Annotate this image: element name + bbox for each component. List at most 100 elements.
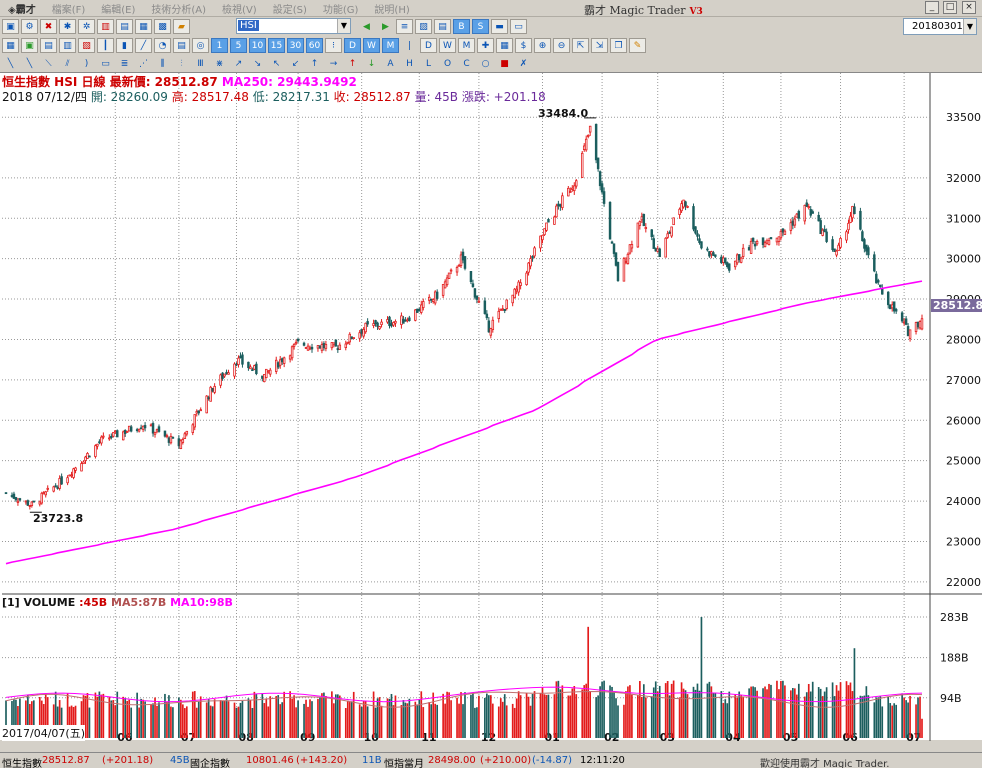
date-select[interactable]: 20180301 ▼ bbox=[903, 18, 977, 35]
volume-bar bbox=[887, 696, 890, 738]
table-grid-icon[interactable]: ▦ bbox=[496, 38, 513, 53]
zoom-out-icon[interactable]: ⊖ bbox=[553, 38, 570, 53]
layout-icon[interactable]: ▤ bbox=[116, 19, 133, 34]
arrow-left-icon[interactable]: ◀ bbox=[363, 21, 370, 32]
speed-icon[interactable]: ⫶ bbox=[180, 58, 183, 69]
pencil-icon[interactable]: ✎ bbox=[629, 38, 646, 53]
time-zone-icon[interactable]: Ⅲ bbox=[197, 58, 204, 69]
cycle-icon[interactable]: ⫼ bbox=[160, 58, 165, 69]
arrow-up-left-icon[interactable]: ↖ bbox=[272, 58, 281, 69]
ray-icon[interactable]: ╲ bbox=[26, 58, 33, 69]
period-30-button[interactable]: 30 bbox=[287, 38, 304, 53]
alert-icon[interactable]: ▧ bbox=[78, 38, 95, 53]
folder-icon[interactable]: ▰ bbox=[173, 19, 190, 34]
fib-icon[interactable]: ≣ bbox=[120, 58, 129, 69]
dollar-icon[interactable]: $ bbox=[515, 38, 532, 53]
period-day-button[interactable]: D bbox=[344, 38, 361, 53]
menu-item-6[interactable]: 說明(H) bbox=[374, 5, 410, 16]
chevron-down-icon[interactable]: ▼ bbox=[337, 19, 350, 33]
volume-bar bbox=[680, 682, 683, 738]
eraser-icon[interactable]: ✗ bbox=[519, 58, 528, 69]
arc-icon[interactable]: ) bbox=[84, 58, 89, 69]
import-icon[interactable]: ⇲ bbox=[591, 38, 608, 53]
menu-item-0[interactable]: 檔案(F) bbox=[51, 5, 86, 16]
channel-icon[interactable]: ⟍ bbox=[45, 58, 52, 69]
rect-icon[interactable]: ▭ bbox=[101, 58, 110, 69]
candle-body bbox=[755, 241, 759, 245]
period-10-button[interactable]: 10 bbox=[249, 38, 266, 53]
arrow-up-icon[interactable]: ↑ bbox=[310, 58, 319, 69]
arrow-down-left-icon[interactable]: ↙ bbox=[291, 58, 300, 69]
clock-icon[interactable]: ◔ bbox=[154, 38, 171, 53]
news-icon[interactable]: ▥ bbox=[59, 38, 76, 53]
cross-icon[interactable]: ✚ bbox=[477, 38, 494, 53]
arrow-right-icon[interactable]: → bbox=[329, 58, 338, 69]
period-15-button[interactable]: 15 bbox=[268, 38, 285, 53]
arrow-down-right-icon[interactable]: ↘ bbox=[253, 58, 262, 69]
symbol-input[interactable]: HSI ▼ bbox=[236, 18, 351, 34]
m-alt-icon[interactable]: M bbox=[458, 38, 475, 53]
parallel-icon[interactable]: ⫽ bbox=[65, 58, 70, 69]
minimize-button[interactable]: _ bbox=[925, 1, 939, 14]
line-icon[interactable]: ╱ bbox=[135, 38, 152, 53]
maximize-button[interactable]: □ bbox=[943, 1, 957, 14]
arrow-up-right-icon[interactable]: ↗ bbox=[234, 58, 243, 69]
fan-icon[interactable]: ⋇ bbox=[215, 58, 224, 69]
table-icon[interactable]: ▤ bbox=[434, 19, 451, 34]
period-month-button[interactable]: M bbox=[382, 38, 399, 53]
print-icon[interactable]: ▭ bbox=[510, 19, 527, 34]
zoom-in-icon[interactable]: ⊕ bbox=[534, 38, 551, 53]
settings-icon[interactable]: ⚙ bbox=[21, 19, 38, 34]
arrow-right-icon[interactable]: ▶ bbox=[382, 21, 389, 32]
quote-icon[interactable]: ▣ bbox=[21, 38, 38, 53]
watch-icon[interactable]: ▤ bbox=[40, 38, 57, 53]
buy-icon[interactable]: B bbox=[453, 19, 470, 34]
sell-icon[interactable]: S bbox=[472, 19, 489, 34]
menu-item-5[interactable]: 功能(G) bbox=[322, 5, 359, 16]
stop-icon[interactable]: ✖ bbox=[40, 19, 57, 34]
save-icon[interactable]: ▬ bbox=[491, 19, 508, 34]
menu-item-1[interactable]: 編輯(E) bbox=[101, 5, 136, 16]
close-button[interactable]: × bbox=[962, 1, 976, 14]
calendar-icon[interactable]: ▤ bbox=[173, 38, 190, 53]
window-icon[interactable]: ▦ bbox=[135, 19, 152, 34]
menu-item-4[interactable]: 設定(S) bbox=[272, 5, 307, 16]
w-alt-icon[interactable]: W bbox=[439, 38, 456, 53]
chart-area[interactable]: 3350032000310003000029000280002700026000… bbox=[0, 72, 982, 741]
line-tool-o[interactable]: O bbox=[443, 58, 452, 69]
candle-icon[interactable]: ┃ bbox=[97, 38, 114, 53]
gann-icon[interactable]: ⋰ bbox=[139, 58, 148, 69]
list-icon[interactable]: ≡ bbox=[396, 19, 413, 34]
grid-icon[interactable]: ▩ bbox=[154, 19, 171, 34]
red-up-arrow-icon[interactable]: ↑ bbox=[348, 58, 357, 69]
color-icon[interactable]: ■ bbox=[500, 58, 509, 69]
copy-icon[interactable]: ❐ bbox=[610, 38, 627, 53]
line-tool-c[interactable]: C bbox=[463, 58, 470, 69]
delete-icon[interactable]: ▥ bbox=[97, 19, 114, 34]
line-tool-l[interactable]: L bbox=[425, 58, 431, 69]
volume-bar bbox=[488, 695, 490, 738]
zoom-icon[interactable]: ◎ bbox=[192, 38, 209, 53]
period-1-button[interactable]: 1 bbox=[211, 38, 228, 53]
chart-icon[interactable]: ▨ bbox=[415, 19, 432, 34]
menu-item-3[interactable]: 檢視(V) bbox=[222, 5, 257, 16]
trendline-icon[interactable]: ╲ bbox=[7, 58, 14, 69]
bar-icon[interactable]: ▮ bbox=[116, 38, 133, 53]
price-chart[interactable]: 3350032000310003000029000280002700026000… bbox=[0, 73, 982, 741]
green-down-arrow-icon[interactable]: ↓ bbox=[367, 58, 376, 69]
export-icon[interactable]: ⇱ bbox=[572, 38, 589, 53]
line-tool-h[interactable]: H bbox=[406, 58, 413, 69]
period-week-button[interactable]: W bbox=[363, 38, 380, 53]
d-alt-icon[interactable]: D bbox=[420, 38, 437, 53]
period-60-button[interactable]: 60 bbox=[306, 38, 323, 53]
grid-view-icon[interactable]: ▦ bbox=[2, 38, 19, 53]
menu-item-2[interactable]: 技術分析(A) bbox=[151, 5, 207, 16]
options-icon[interactable]: ✲ bbox=[78, 19, 95, 34]
open-icon[interactable]: ▣ bbox=[2, 19, 19, 34]
line-tool-a[interactable]: A bbox=[387, 58, 394, 69]
period-5-button[interactable]: 5 bbox=[230, 38, 247, 53]
period-tick-icon[interactable]: ⁝ bbox=[325, 38, 342, 53]
circle-icon[interactable]: ○ bbox=[481, 58, 490, 69]
config-icon[interactable]: ✱ bbox=[59, 19, 76, 34]
chevron-down-icon[interactable]: ▼ bbox=[963, 19, 976, 34]
